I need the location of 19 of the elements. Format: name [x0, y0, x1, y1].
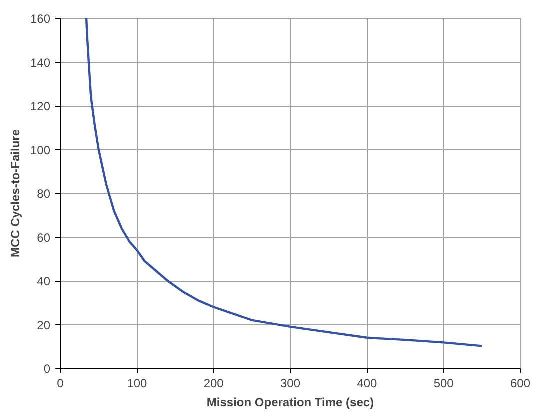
x-axis-title: Mission Operation Time (sec)	[206, 396, 374, 410]
x-tick-label: 200	[204, 376, 224, 390]
y-tick-label: 160	[30, 12, 51, 26]
y-tick-label: 140	[30, 56, 51, 70]
y-axis-title: MCC Cycles-to-Failure	[8, 129, 22, 258]
y-tick-label: 60	[37, 230, 51, 245]
x-tick-label: 500	[434, 376, 454, 390]
y-tick-label: 20	[37, 318, 51, 332]
x-tick-label: 600	[510, 376, 531, 390]
y-tick-label: 80	[37, 187, 51, 201]
x-tick-label: 400	[357, 376, 378, 390]
y-tick-label: 40	[37, 274, 51, 288]
y-tick-label: 100	[30, 143, 51, 158]
y-tick-label: 0	[44, 362, 51, 376]
x-tick-label: 300	[280, 376, 301, 390]
y-tick-label: 120	[30, 100, 51, 114]
x-tick-label: 100	[127, 376, 148, 390]
line-series	[85, 18, 484, 348]
x-tick-label: 0	[57, 376, 64, 390]
